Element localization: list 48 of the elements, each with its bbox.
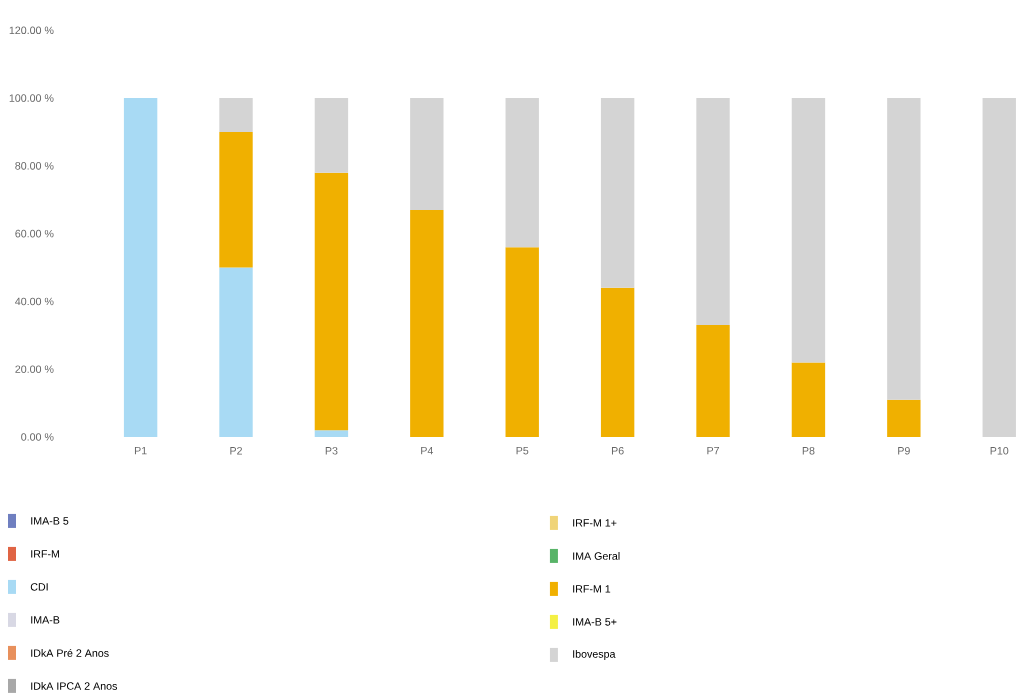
legend-label: Ibovespa (573, 649, 616, 660)
y-tick-label: 100.00 % (9, 94, 54, 102)
x-tick-label: P2 (230, 447, 242, 455)
y-tick-label: 0.00 % (21, 433, 54, 441)
bar (696, 98, 730, 326)
bar (314, 172, 349, 431)
legend-label: IMA-B 5+ (573, 618, 617, 626)
bar (982, 98, 1016, 437)
y-tick-label: 120.00 % (9, 26, 54, 35)
x-tick-label: P9 (898, 447, 910, 455)
bar (123, 98, 158, 437)
x-tick-label: P5 (516, 447, 529, 455)
legend-label: IMA Geral (573, 552, 620, 560)
bar (314, 98, 349, 173)
legend-label: IRF-M 1+ (573, 519, 617, 527)
bar (600, 287, 635, 437)
x-tick-label: P6 (611, 447, 624, 455)
bar (505, 98, 539, 248)
x-tick-label: P10 (990, 447, 1009, 455)
legend-label: IMA-B (31, 616, 60, 624)
bar (410, 98, 444, 210)
bar (600, 98, 635, 288)
bar (791, 362, 826, 437)
bar (410, 209, 444, 437)
x-tick-label: P1 (134, 447, 147, 455)
y-tick-label: 20.00 % (15, 365, 54, 373)
legend-label: IDkA IPCA 2 Anos (31, 682, 118, 690)
bar (219, 132, 253, 268)
bar (314, 430, 349, 437)
bar (887, 399, 921, 437)
bar (791, 98, 826, 363)
legend-label: CDI (30, 583, 48, 591)
x-tick-label: P4 (421, 447, 434, 455)
legend-label: IMA-B 5 (31, 517, 69, 525)
x-tick-label: P3 (325, 447, 338, 455)
legend-label: IRF-M (31, 550, 60, 558)
bar (887, 98, 921, 400)
legend-label: IRF-M 1 (573, 585, 611, 593)
y-tick-label: 80.00 % (15, 162, 54, 170)
bar (219, 267, 253, 437)
x-tick-label: P7 (707, 447, 720, 455)
x-tick-label: P8 (802, 447, 815, 455)
y-tick-label: 60.00 % (15, 229, 54, 238)
y-tick-label: 40.00 % (15, 297, 54, 306)
bar (219, 98, 253, 133)
legend-label: IDkA Pré 2 Anos (31, 648, 109, 657)
bar (696, 325, 730, 437)
bar (505, 247, 539, 437)
